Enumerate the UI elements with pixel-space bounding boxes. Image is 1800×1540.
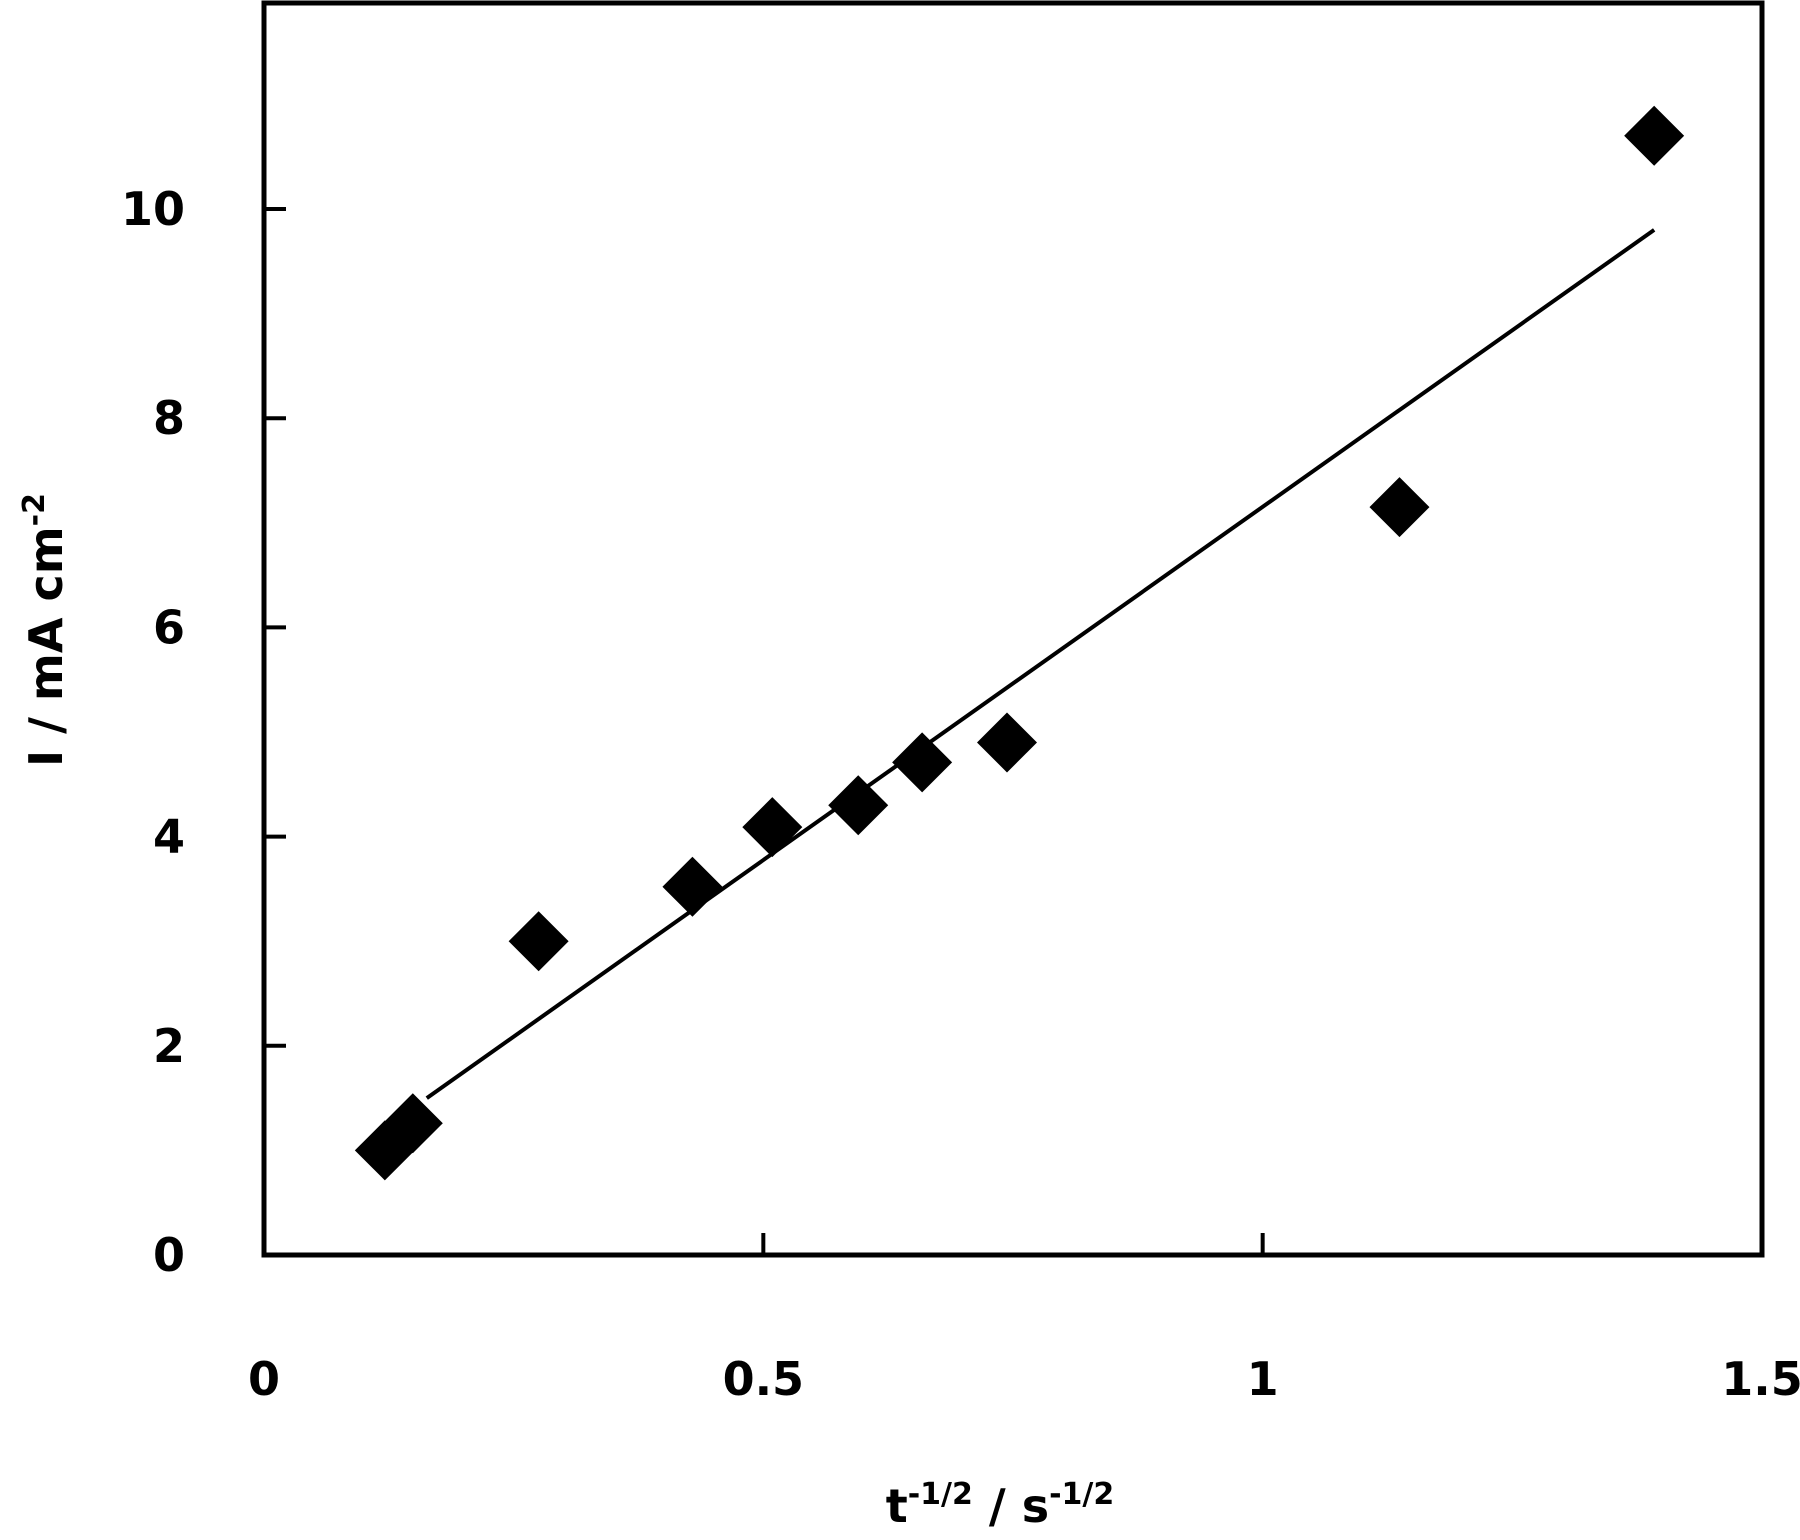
data-point-diamond [1624,105,1685,166]
x-tick-label: 0.5 [723,1352,805,1406]
x-axis-tick-labels: 0 0.5 1 1.5 [248,1352,1800,1406]
x-tick-label: 1 [1247,1352,1279,1406]
y-tick-label: 10 [121,182,185,236]
y-tick-label: 8 [153,391,185,445]
x-axis-ticks [761,1233,1265,1255]
data-point-diamond [742,797,803,858]
y-tick-label: 2 [153,1019,185,1073]
data-point-diamond [662,856,723,917]
y-tick-label: 0 [153,1228,185,1282]
linear-fit-line [425,228,1656,1100]
data-point-diamond [977,712,1038,773]
y-axis-ticks [264,207,286,1048]
data-point-diamond [382,1093,443,1154]
data-point-diamond [892,732,953,793]
y-tick-label: 4 [153,810,185,864]
x-tick-label: 1.5 [1721,1352,1800,1406]
plot-frame [261,0,1765,1258]
data-points [354,105,1685,1181]
x-tick-label: 0 [248,1352,280,1406]
y-axis-tick-labels: 0 2 4 6 8 10 [121,182,185,1282]
x-axis-title: t-1/2 / s-1/2 [886,1477,1115,1533]
y-axis-title: I / mA cm-2 [17,493,73,767]
data-point-diamond [1369,477,1430,538]
y-tick-label: 6 [153,600,185,654]
data-point-diamond [828,775,889,836]
data-point-diamond [508,911,569,972]
